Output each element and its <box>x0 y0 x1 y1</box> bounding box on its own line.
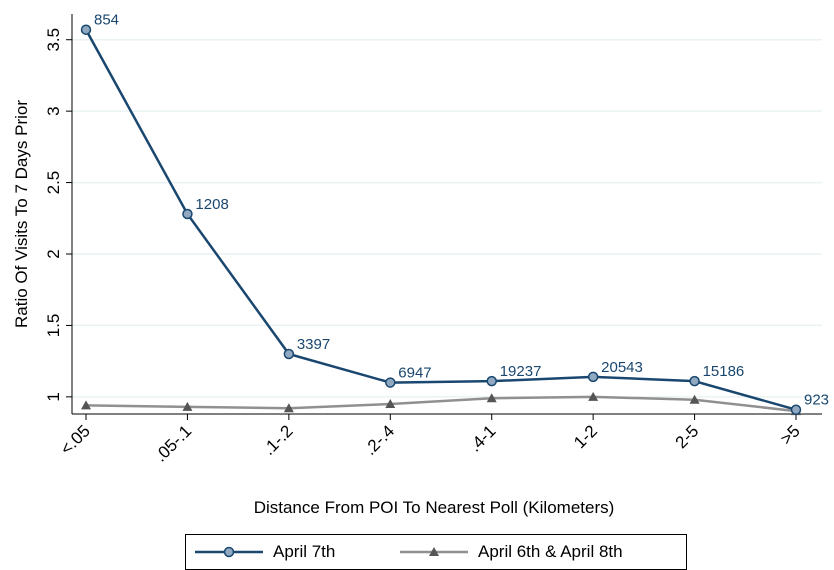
legend-label-april-7th: April 7th <box>273 542 336 561</box>
y-tick-label: 3.5 <box>44 28 63 52</box>
data-label: 923 <box>804 392 829 409</box>
series-line-april-7th <box>84 29 797 411</box>
data-label: 20543 <box>601 359 643 376</box>
triangle-marker <box>385 399 396 408</box>
triangle-marker <box>283 403 294 413</box>
x-tick-label: 2-5 <box>672 421 703 452</box>
y-tick-label: 2.5 <box>44 171 63 195</box>
circle-marker <box>790 404 802 415</box>
legend-item-april-6th-8th: April 6th & April 8th <box>400 535 623 569</box>
data-label: 6947 <box>398 365 431 382</box>
series <box>80 24 802 416</box>
gridlines <box>72 38 822 398</box>
circle-marker <box>182 208 193 220</box>
triangle-marker <box>182 401 193 411</box>
triangle-marker <box>81 400 91 410</box>
x-tick-label: <.05 <box>57 421 94 458</box>
x-tick-label: .1-.2 <box>259 421 296 458</box>
data-label: 3397 <box>297 336 330 353</box>
data-label: 1208 <box>195 196 228 213</box>
y-ticks: 1 1.5 2 2.5 3 3.5 <box>44 28 72 402</box>
triangle-marker <box>588 391 599 401</box>
legend-label-april-6th-8th: April 6th & April 8th <box>478 542 623 561</box>
y-tick-label: 3 <box>44 106 63 115</box>
data-label: 19237 <box>500 363 542 380</box>
circle-marker <box>486 375 497 387</box>
circle-marker <box>80 24 92 35</box>
circle-marker <box>283 348 295 360</box>
y-tick-label: 1 <box>44 392 63 401</box>
triangle-marker <box>689 394 700 404</box>
y-tick-label: 1.5 <box>44 314 63 338</box>
triangle-marker <box>486 393 497 403</box>
circle-marker <box>587 371 599 383</box>
circle-marker <box>689 375 700 387</box>
x-tick-label: >5 <box>777 421 804 448</box>
legend-swatch-circle-icon <box>195 546 263 558</box>
circle-marker <box>385 377 396 388</box>
x-axis-label: Distance From POI To Nearest Poll (Kilom… <box>254 498 615 517</box>
legend-item-april-7th: April 7th <box>195 535 335 569</box>
legend-swatch-triangle-icon <box>400 547 468 556</box>
x-tick-label: .2-.4 <box>361 421 398 458</box>
data-label: 854 <box>94 12 119 29</box>
series-line-april-6th-8th <box>85 395 797 413</box>
x-tick-label: .4-1 <box>465 421 499 455</box>
x-ticks: <.05 .05-.1 .1-.2 .2-.4 .4-1 1-2 2-5 >5 <box>57 414 804 466</box>
y-axis-label: Ratio Of Visits To 7 Days Prior <box>12 100 31 328</box>
y-tick-label: 2 <box>44 249 63 258</box>
x-tick-label: .05-.1 <box>151 421 195 465</box>
data-label: 15186 <box>703 363 745 380</box>
data-labels: 854 1208 3397 6947 19237 20543 15186 923 <box>94 12 829 409</box>
legend: April 7th April 6th & April 8th <box>185 534 687 570</box>
line-chart: 1 1.5 2 2.5 3 3.5 <.05 .05-.1 .1-.2 .2-.4 .4-1 1-2… <box>12 12 829 517</box>
x-tick-label: 1-2 <box>570 421 601 452</box>
